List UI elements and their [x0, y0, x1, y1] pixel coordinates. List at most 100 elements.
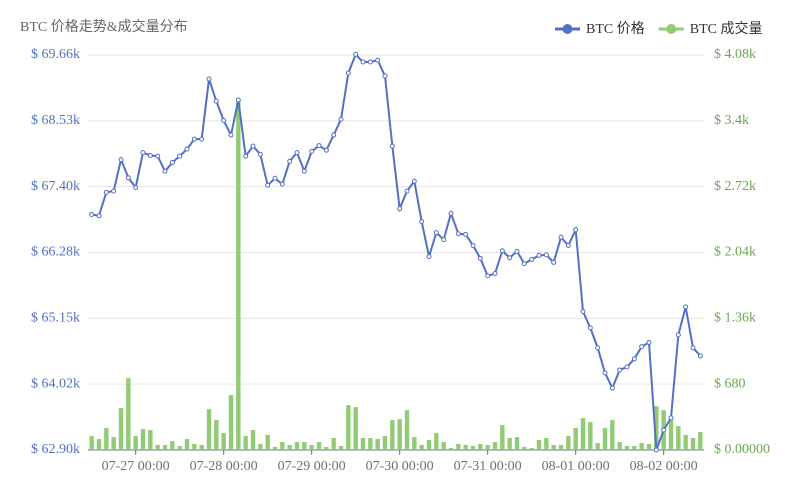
bar: [610, 420, 615, 450]
bar: [375, 439, 380, 450]
bar: [96, 439, 102, 450]
bar: [514, 437, 520, 450]
bar: [214, 420, 219, 450]
price-point: [463, 231, 469, 237]
y2-tick-label: $ 4.08k: [714, 47, 756, 62]
price-point: [155, 153, 161, 159]
price-point: [162, 168, 168, 174]
bar: [478, 443, 483, 450]
price-point: [133, 185, 139, 191]
price-point: [213, 98, 219, 104]
bar: [360, 437, 366, 450]
price-point: [272, 175, 278, 181]
y-tick-label: $ 68.53k: [31, 113, 80, 128]
price-point: [675, 332, 681, 338]
bar: [500, 425, 505, 450]
bar: [529, 447, 534, 450]
legend-marker: [666, 24, 677, 34]
bar: [654, 406, 659, 450]
price-point: [235, 97, 241, 103]
price-point: [404, 188, 410, 194]
bar: [382, 436, 388, 450]
y2-tick-label: $ 1.36k: [714, 311, 756, 326]
price-point: [96, 213, 102, 219]
bar: [133, 436, 138, 450]
x-tick-label: 07-31 00:00: [454, 459, 522, 474]
price-point: [411, 178, 417, 184]
bar: [536, 440, 542, 450]
price-point: [103, 189, 109, 195]
price-point: [169, 160, 175, 166]
bar: [126, 378, 131, 450]
bar: [192, 443, 197, 450]
bar: [111, 437, 116, 450]
bar: [566, 436, 571, 450]
price-point: [595, 345, 601, 351]
bar: [294, 442, 300, 450]
price-point: [602, 370, 608, 376]
bar: [221, 433, 226, 450]
bar: [617, 442, 622, 450]
y2-tick-label: $ 3.4k: [714, 113, 749, 128]
bar: [624, 446, 630, 450]
price-point: [697, 353, 703, 359]
bar: [368, 437, 373, 450]
price-point: [536, 252, 542, 258]
price-point: [492, 271, 498, 277]
price-point: [690, 345, 696, 351]
price-point: [301, 168, 307, 174]
price-point: [529, 257, 535, 263]
price-point: [507, 255, 513, 261]
bar: [588, 422, 593, 450]
price-point: [140, 150, 146, 156]
bar: [346, 405, 351, 450]
bar: [448, 447, 454, 450]
price-point: [441, 237, 447, 243]
price-point: [558, 234, 564, 240]
price-point: [587, 325, 593, 331]
legend-label: BTC 价格: [586, 21, 645, 37]
bar: [155, 444, 160, 450]
price-point: [228, 132, 234, 138]
bar: [676, 426, 681, 450]
price-point: [397, 206, 403, 212]
bar: [470, 446, 476, 450]
price-point: [580, 309, 586, 315]
bar: [184, 439, 190, 450]
bar: [426, 440, 432, 450]
bar: [463, 444, 468, 450]
bar: [668, 418, 674, 450]
price-point: [661, 427, 667, 433]
price-point: [147, 153, 153, 159]
price-point: [221, 117, 227, 123]
price-point: [323, 147, 329, 153]
bar: [338, 446, 344, 450]
price-point: [551, 259, 557, 265]
price-point: [375, 57, 381, 63]
price-point: [118, 157, 124, 163]
price-point: [382, 73, 388, 79]
bar: [646, 443, 652, 450]
price-point: [360, 59, 366, 65]
price-point: [287, 158, 293, 164]
price-point: [331, 132, 337, 138]
price-point: [470, 242, 476, 248]
price-point: [191, 136, 197, 142]
price-point: [177, 153, 183, 159]
bar: [89, 436, 94, 450]
bar: [397, 419, 402, 450]
bar: [485, 444, 490, 450]
price-point: [521, 261, 527, 267]
price-point: [199, 136, 205, 142]
price-point: [265, 182, 271, 188]
y2-tick-label: $ 0.00000: [714, 442, 770, 457]
y-tick-label: $ 64.02k: [31, 376, 80, 391]
price-point: [367, 59, 373, 65]
price-point: [316, 143, 322, 149]
bar: [324, 446, 329, 450]
x-tick-label: 07-28 00:00: [190, 459, 258, 474]
bar: [507, 437, 512, 450]
price-point: [653, 447, 659, 453]
bar: [162, 444, 168, 450]
